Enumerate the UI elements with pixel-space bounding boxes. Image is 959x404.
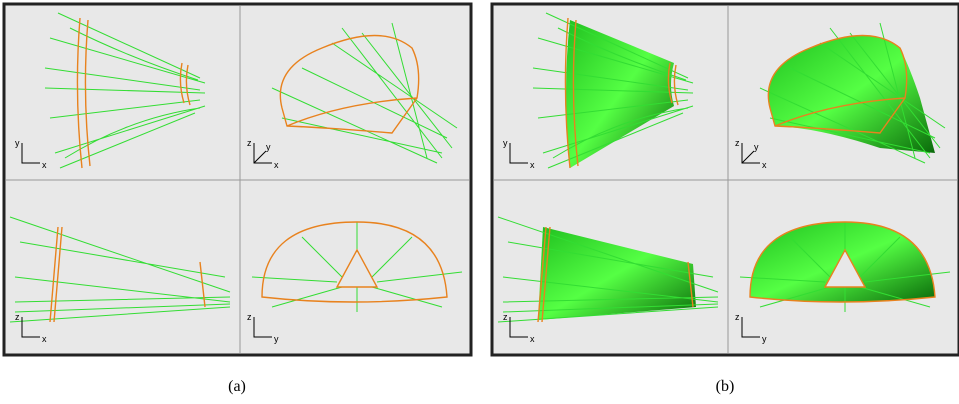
axis-label: x [42,160,47,170]
axis-label: z [247,312,252,322]
axis-label: z [503,312,508,322]
axis-label: x [530,334,535,344]
axis-label: y [754,142,759,152]
figure: yxzyxzxzy(a)yxzyxzxzy(b) [0,0,959,404]
axis-label: y [762,334,767,344]
axis-label: y [503,138,508,148]
caption: (a) [228,378,246,395]
axis-label: x [42,334,47,344]
axis-label: z [15,312,20,322]
axis-label: x [274,160,279,170]
axis-label: z [735,138,740,148]
axis-label: z [247,138,252,148]
caption: (b) [716,378,735,395]
axis-label: y [266,142,271,152]
axis-label: y [15,138,20,148]
axis-label: x [530,160,535,170]
axis-label: z [735,312,740,322]
axis-label: y [274,334,279,344]
axis-label: x [762,160,767,170]
